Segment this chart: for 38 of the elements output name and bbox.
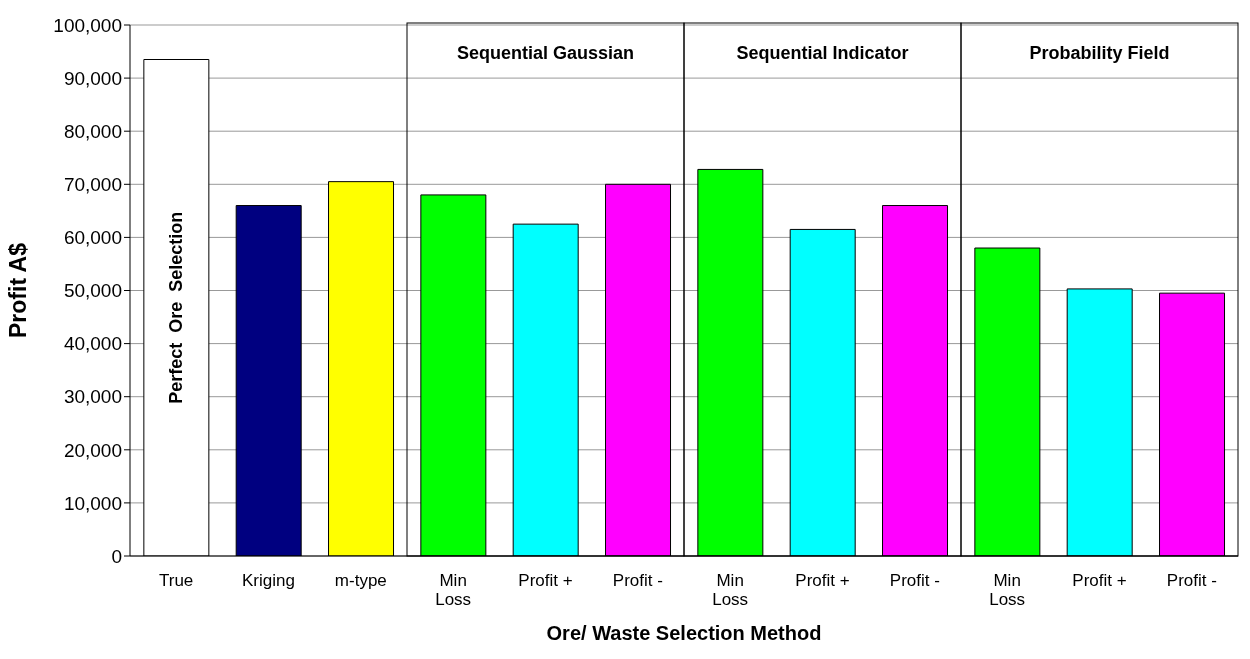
y-tick-label: 40,000 xyxy=(63,333,122,355)
bar xyxy=(605,183,672,556)
y-tick-label: 70,000 xyxy=(63,174,122,196)
x-tick-label: Kriging xyxy=(242,571,295,590)
x-tick-label: Profit - xyxy=(612,571,663,590)
y-tick-label: 20,000 xyxy=(63,439,122,461)
x-tick-label: Min Loss xyxy=(712,571,749,609)
y-tick-label: 60,000 xyxy=(63,227,122,249)
y-tick-label: 90,000 xyxy=(63,67,122,89)
y-tick-label: 100,000 xyxy=(53,14,122,36)
bar xyxy=(420,194,487,556)
x-tick-label: Profit + xyxy=(795,571,850,590)
y-tick-label: 80,000 xyxy=(63,120,122,142)
x-tick-label: Profit - xyxy=(1166,571,1217,590)
annotation: Perfect Ore Selection xyxy=(166,211,187,404)
x-tick-label: Profit + xyxy=(1072,571,1127,590)
y-tick-label: 0 xyxy=(111,545,122,567)
annotation: Sequential Indicator xyxy=(736,43,909,63)
x-tick-label: True xyxy=(159,571,194,590)
x-axis-title: Ore/ Waste Selection Method xyxy=(546,622,822,644)
bar xyxy=(697,168,764,556)
x-tick-label: m-type xyxy=(334,571,387,590)
bar xyxy=(1159,292,1226,556)
y-axis-title: Profit A$ xyxy=(5,242,32,338)
bar xyxy=(789,228,856,556)
x-tick-label: Profit - xyxy=(889,571,940,590)
y-tick-label: 50,000 xyxy=(63,280,122,302)
x-tick-label: Profit + xyxy=(518,571,573,590)
x-tick-label: Min Loss xyxy=(989,571,1026,609)
bar xyxy=(974,247,1041,556)
bar xyxy=(1066,288,1133,556)
annotation: Probability Field xyxy=(1029,43,1170,63)
y-tick-label: 10,000 xyxy=(63,492,122,514)
bar xyxy=(512,223,579,556)
x-tick-label: Min Loss xyxy=(435,571,472,609)
bar xyxy=(882,205,949,556)
annotation: Sequential Gaussian xyxy=(456,43,635,63)
y-tick-label: 30,000 xyxy=(63,386,122,408)
